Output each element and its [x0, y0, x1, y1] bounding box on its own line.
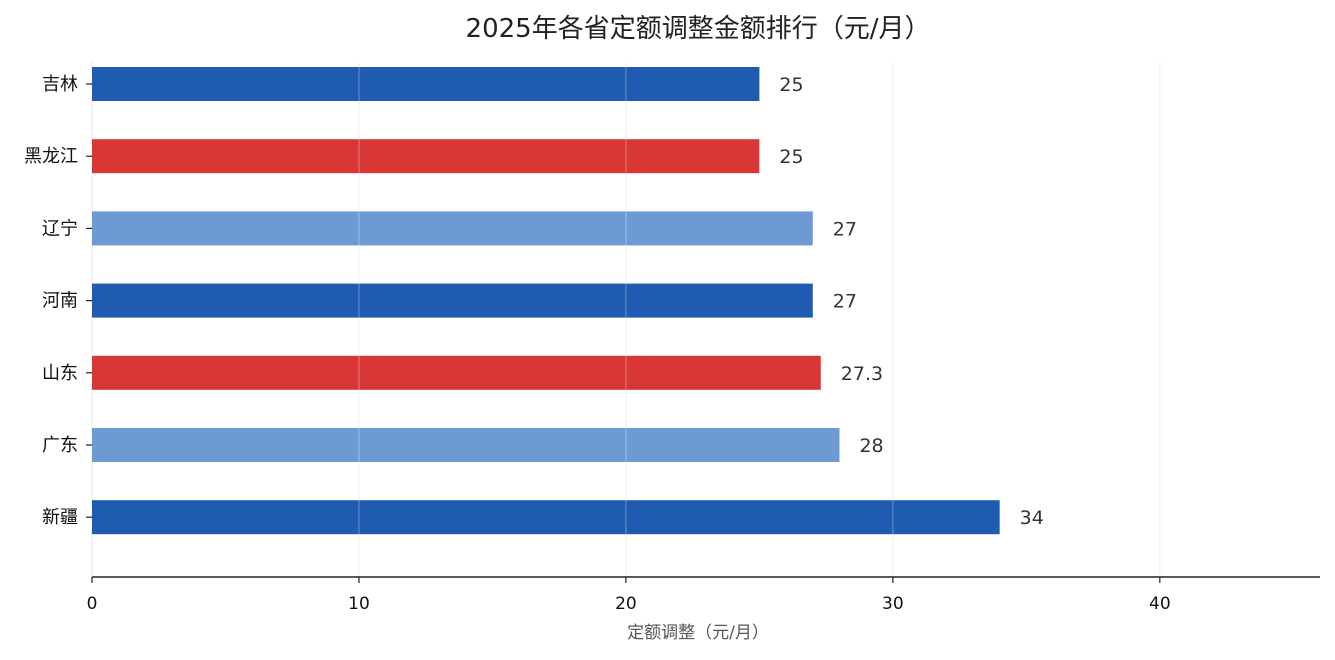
- data-label: 27: [833, 291, 857, 313]
- data-label: 25: [779, 74, 803, 96]
- x-axis-label: 定额调整（元/月）: [627, 623, 769, 643]
- x-tick-label: 40: [1149, 594, 1171, 614]
- category-label: 山东: [42, 363, 78, 384]
- chart-title: 2025年各省定额调整金额排行（元/月）: [466, 14, 931, 44]
- bars: 25 25 27 27 27.3 28 34: [92, 62, 1161, 577]
- bar: [92, 500, 1000, 535]
- data-label: 27: [833, 218, 857, 240]
- category-label: 黑龙江: [24, 146, 78, 167]
- x-tick-label: 10: [348, 594, 370, 614]
- bar: [92, 283, 813, 318]
- data-label: 28: [859, 435, 883, 457]
- x-axis: 0 10 20 30 40: [87, 576, 1320, 614]
- category-label: 吉林: [42, 74, 78, 95]
- data-label: 27.3: [841, 363, 883, 385]
- category-label: 河南: [42, 291, 78, 312]
- category-label: 广东: [42, 435, 78, 456]
- category-label: 新疆: [42, 507, 78, 528]
- x-tick-label: 0: [87, 594, 98, 614]
- data-label: 34: [1020, 507, 1044, 529]
- x-tick-label: 20: [615, 594, 637, 614]
- bar: [92, 139, 760, 174]
- bar: [92, 355, 821, 390]
- bar: [92, 67, 760, 101]
- data-label: 25: [779, 146, 803, 168]
- x-tick-label: 30: [882, 594, 904, 614]
- category-label: 辽宁: [42, 218, 78, 239]
- bar: [92, 211, 813, 246]
- bar: [92, 428, 840, 462]
